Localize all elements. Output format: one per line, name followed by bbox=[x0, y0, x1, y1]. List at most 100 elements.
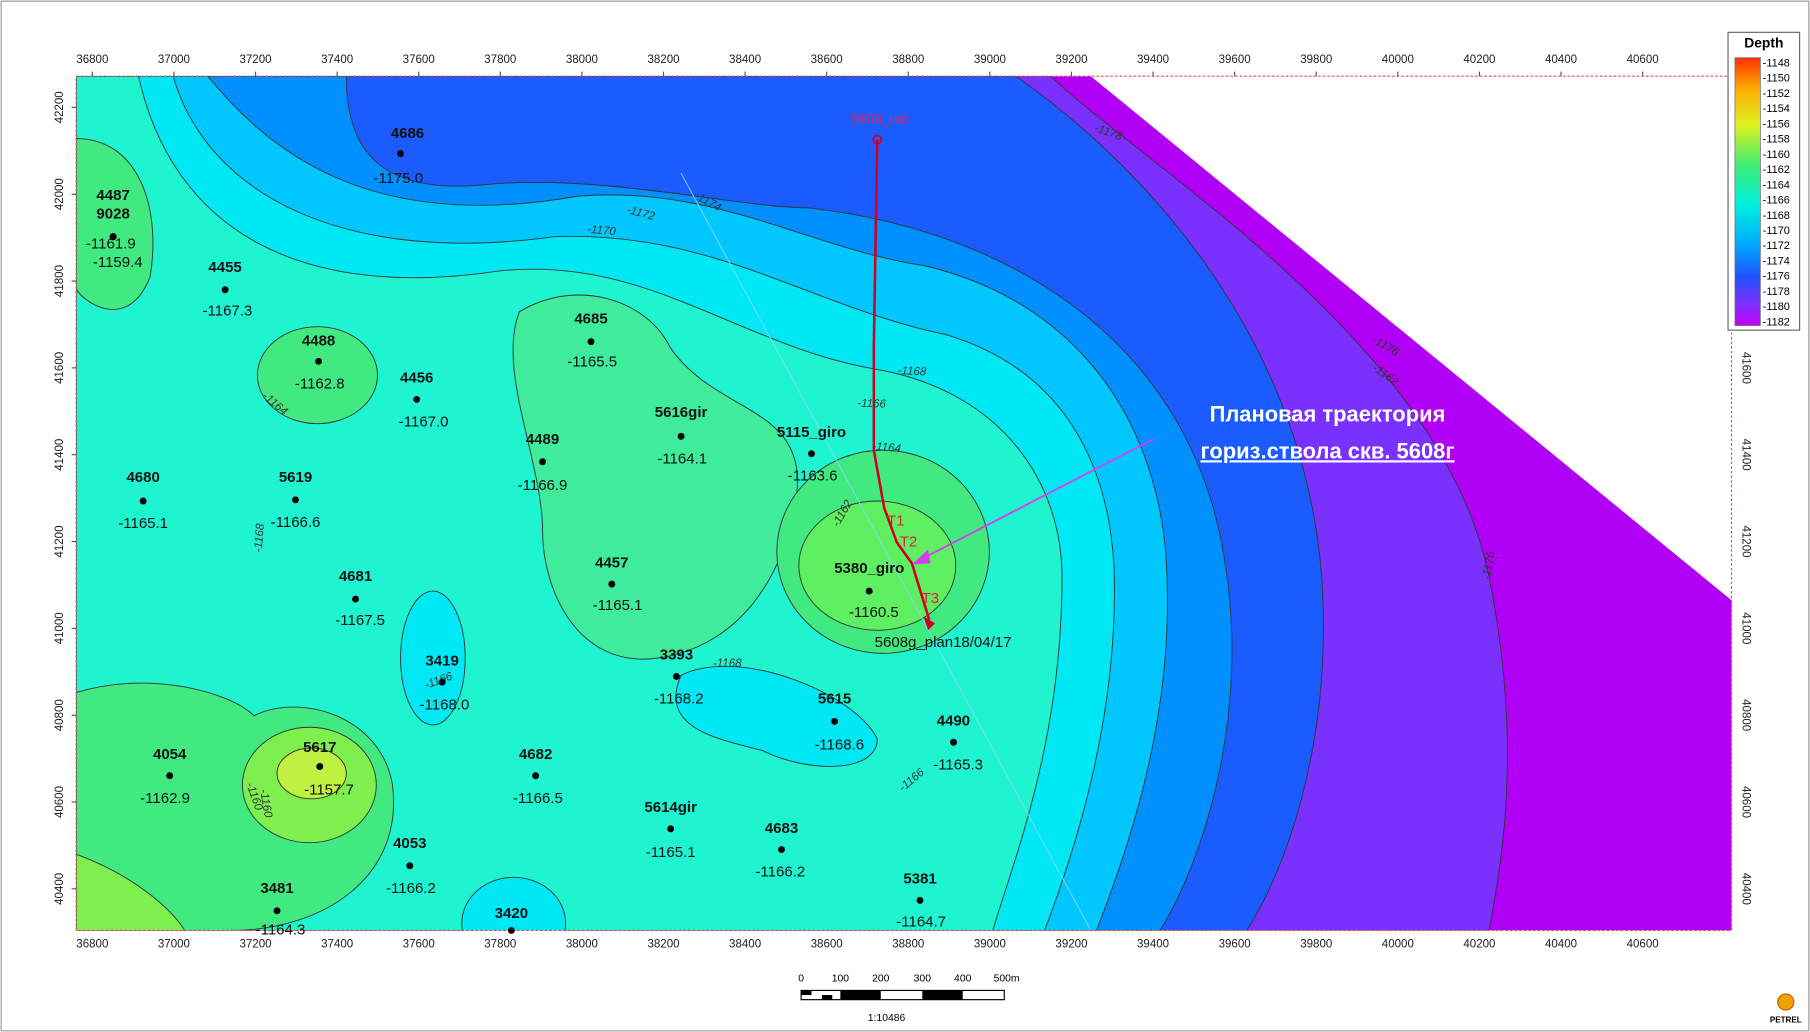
well-depth: -1157.7 bbox=[304, 782, 354, 799]
x-tick-label: 39000 bbox=[974, 54, 1006, 66]
y-tick-label: 40600 bbox=[1739, 786, 1751, 818]
well-name: 5614gir bbox=[644, 799, 697, 816]
x-tick-label: 39600 bbox=[1219, 54, 1251, 66]
well-name: 4054 bbox=[153, 746, 187, 763]
contour-label: -1168 bbox=[897, 365, 927, 379]
well-depth: -1168.0 bbox=[420, 696, 470, 713]
well-marker bbox=[532, 772, 540, 780]
y-tick-label: 40800 bbox=[54, 699, 66, 731]
well-marker bbox=[315, 357, 323, 365]
well-name: 3419 bbox=[425, 652, 458, 669]
well-marker bbox=[831, 718, 839, 725]
legend-label: -1170 bbox=[1763, 225, 1790, 237]
y-tick-label: 41600 bbox=[1739, 352, 1751, 384]
well-name: 5380_giro bbox=[834, 560, 904, 577]
well-marker bbox=[109, 233, 117, 241]
well-marker bbox=[667, 825, 675, 833]
well-depth: -1165.1 bbox=[593, 597, 643, 614]
x-tick-label: 38200 bbox=[647, 54, 679, 66]
legend-label: -1168 bbox=[1763, 210, 1790, 222]
legend-label: -1154 bbox=[1763, 103, 1790, 115]
scale-label: 400 bbox=[954, 974, 972, 985]
legend-label: -1180 bbox=[1763, 301, 1790, 313]
y-tick-label: 40400 bbox=[1739, 873, 1751, 905]
well-name: 4683 bbox=[765, 820, 798, 837]
well-name: 4053 bbox=[393, 835, 426, 852]
well-marker bbox=[677, 432, 685, 440]
well-name: 5115_giro bbox=[777, 424, 846, 441]
well-name: 3393 bbox=[660, 647, 693, 664]
trajectory-start bbox=[872, 134, 883, 145]
x-tick-label: 39600 bbox=[1219, 938, 1251, 950]
legend-label: -1158 bbox=[1763, 134, 1790, 146]
legend-label: -1162 bbox=[1763, 164, 1790, 176]
well-marker bbox=[352, 595, 359, 603]
annotation-arrow bbox=[917, 437, 1155, 562]
scale-label: 0 bbox=[798, 974, 804, 985]
well-marker bbox=[221, 286, 229, 294]
contour-label: -1168 bbox=[253, 523, 268, 553]
x-tick-label: 37800 bbox=[484, 938, 516, 950]
x-tick-label: 37400 bbox=[321, 938, 353, 950]
well-marker bbox=[587, 338, 595, 346]
x-tick-label: 39400 bbox=[1137, 54, 1169, 66]
y-tick-label: 41400 bbox=[54, 439, 66, 471]
x-tick-label: 38800 bbox=[892, 54, 924, 66]
well-name: 4487 bbox=[96, 187, 129, 204]
contour-label: -1160 bbox=[257, 788, 274, 819]
x-tick-label: 37800 bbox=[484, 54, 516, 66]
well-depth: -1168.2 bbox=[654, 691, 704, 708]
well-depth: -1165.3 bbox=[933, 756, 983, 773]
legend-label: -1174 bbox=[1763, 255, 1790, 267]
scale-label: 100 bbox=[832, 974, 850, 985]
x-tick-label: 40000 bbox=[1382, 938, 1414, 950]
x-tick-label: 40600 bbox=[1627, 938, 1659, 950]
contour-label: -1176 bbox=[1481, 550, 1498, 581]
well-depth: -1166.2 bbox=[755, 864, 805, 881]
well-name: 4457 bbox=[595, 554, 628, 571]
x-tick-label: 40000 bbox=[1382, 54, 1414, 66]
x-tick-label: 40600 bbox=[1627, 54, 1659, 66]
well-marker bbox=[916, 896, 924, 904]
well-marker bbox=[413, 395, 421, 403]
x-tick-label: 38600 bbox=[811, 938, 843, 950]
well-name: 4686 bbox=[391, 125, 424, 142]
contour-label: -1170 bbox=[587, 224, 617, 239]
contour-label: -1166 bbox=[857, 398, 887, 411]
well-depth: -1164.3 bbox=[256, 921, 306, 938]
well-marker bbox=[438, 678, 446, 686]
contour-label: -1168 bbox=[713, 658, 742, 670]
legend-label: -1148 bbox=[1763, 57, 1790, 69]
well-depth: -1162.9 bbox=[140, 790, 190, 807]
y-tick-label: 41600 bbox=[54, 352, 66, 384]
well-name: 4681 bbox=[339, 568, 372, 585]
arrow-head bbox=[911, 549, 931, 565]
legend-label: -1156 bbox=[1763, 118, 1790, 130]
x-tick-label: 39800 bbox=[1300, 54, 1332, 66]
well-depth: -1166.9 bbox=[518, 477, 568, 494]
well-name: 5617 bbox=[303, 739, 336, 756]
well-marker bbox=[672, 672, 680, 680]
well-depth: -1167.3 bbox=[203, 303, 253, 320]
trajectory-point-label: T1 bbox=[887, 513, 905, 530]
well-depth: -1175.0 bbox=[373, 170, 423, 187]
well-name: 4456 bbox=[400, 370, 433, 387]
x-tick-label: 38000 bbox=[566, 54, 598, 66]
trajectory-point-label: T3 bbox=[922, 590, 940, 607]
x-tick-label: 38800 bbox=[892, 938, 924, 950]
y-tick-label: 42000 bbox=[54, 178, 66, 210]
legend-label: -1152 bbox=[1763, 88, 1790, 100]
legend-label: -1150 bbox=[1763, 73, 1790, 85]
map-border bbox=[75, 75, 1733, 931]
well-name: 3420 bbox=[495, 905, 528, 922]
y-tick-label: 41000 bbox=[54, 612, 66, 644]
annotation: гориз.ствола скв. 5608г bbox=[1200, 438, 1454, 463]
logo-icon bbox=[1777, 993, 1795, 1011]
well-name: 5615 bbox=[818, 691, 851, 708]
well-depth: -1164.1 bbox=[657, 450, 707, 467]
well-name: 9028 bbox=[96, 206, 129, 223]
legend-label: -1164 bbox=[1763, 179, 1790, 191]
well-name: 5616gir bbox=[655, 404, 708, 421]
well-depth: -1164.7 bbox=[896, 913, 946, 930]
